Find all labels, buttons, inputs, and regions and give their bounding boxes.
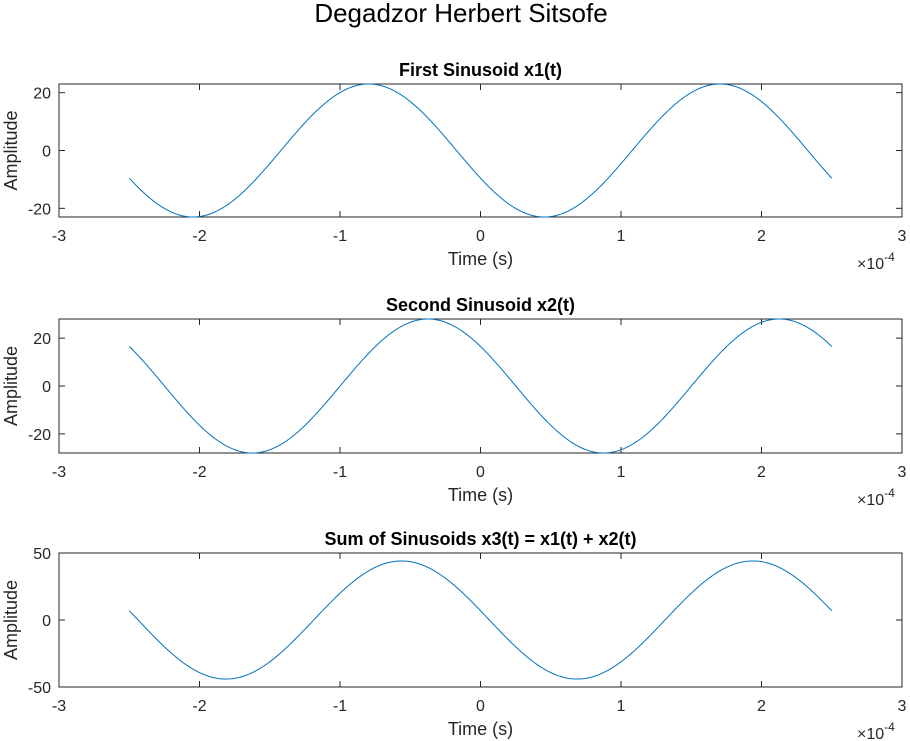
x-tick-label: -1 bbox=[333, 698, 347, 715]
x-exponent-label: ×10-4 bbox=[857, 486, 895, 509]
x-tick-label: -3 bbox=[52, 464, 66, 481]
x-axis-label: Time (s) bbox=[448, 485, 513, 505]
x-tick-label: 2 bbox=[757, 698, 766, 715]
y-tick-label: -20 bbox=[28, 427, 51, 444]
x-tick-label: 3 bbox=[898, 228, 907, 245]
subplot-title: Second Sinusoid x2(t) bbox=[386, 295, 575, 315]
y-tick-label: 20 bbox=[33, 86, 51, 103]
subplot-title: Sum of Sinusoids x3(t) = x1(t) + x2(t) bbox=[324, 529, 636, 549]
x-tick-label: -2 bbox=[192, 228, 206, 245]
subplot-title: First Sinusoid x1(t) bbox=[399, 60, 562, 80]
y-axis-label: Amplitude bbox=[1, 346, 21, 426]
series-line bbox=[128, 83, 833, 218]
y-tick-label: -20 bbox=[28, 201, 51, 218]
y-axis-label: Amplitude bbox=[1, 580, 21, 660]
axes-box bbox=[58, 552, 903, 688]
x-tick-label: -2 bbox=[192, 698, 206, 715]
x-exponent-label: ×10-4 bbox=[857, 720, 895, 741]
y-tick-label: 0 bbox=[42, 613, 51, 630]
x-exponent-label: ×10-4 bbox=[857, 250, 895, 273]
x-tick-label: -3 bbox=[52, 698, 66, 715]
x-exponent-power: -4 bbox=[884, 250, 895, 264]
subplot-1: -3 -2 -1 0 1 2 3 -20 0 20 First Sinusoid x1(t) Time… bbox=[1, 60, 907, 273]
y-tick-label: 50 bbox=[33, 546, 51, 563]
y-tick-label: 20 bbox=[33, 331, 51, 348]
x-tick-label: 0 bbox=[476, 464, 485, 481]
subplot-3: -3 -2 -1 0 1 2 3 -50 0 50 Sum of Sinusoids x3(t) =… bbox=[1, 529, 907, 741]
x-axis-label: Time (s) bbox=[448, 249, 513, 269]
y-axis-label: Amplitude bbox=[1, 110, 21, 190]
y-tick-label: -50 bbox=[28, 680, 51, 697]
y-tick-label: 0 bbox=[42, 144, 51, 161]
x-tick-label: 3 bbox=[898, 698, 907, 715]
x-axis-label: Time (s) bbox=[448, 719, 513, 739]
x-tick-label: 2 bbox=[757, 228, 766, 245]
x-tick-label: 1 bbox=[617, 228, 626, 245]
x-exponent-power: -4 bbox=[884, 486, 895, 500]
figure-suptitle: Degadzor Herbert Sitsofe bbox=[314, 0, 607, 28]
x-tick-label: -2 bbox=[192, 464, 206, 481]
series-line bbox=[128, 560, 833, 680]
axes-box bbox=[58, 318, 903, 454]
x-tick-label: -1 bbox=[333, 228, 347, 245]
x-tick-label: 1 bbox=[617, 698, 626, 715]
x-tick-label: 0 bbox=[476, 228, 485, 245]
x-tick-label: 1 bbox=[617, 464, 626, 481]
y-tick-label: 0 bbox=[42, 379, 51, 396]
x-tick-label: -1 bbox=[333, 464, 347, 481]
x-exponent-power: -4 bbox=[884, 720, 895, 734]
x-tick-label: 0 bbox=[476, 698, 485, 715]
x-exponent-base: ×10 bbox=[857, 492, 884, 509]
axes-box bbox=[58, 83, 903, 218]
x-tick-label: 3 bbox=[898, 464, 907, 481]
series-line bbox=[128, 318, 833, 454]
x-exponent-base: ×10 bbox=[857, 256, 884, 273]
x-tick-label: -3 bbox=[52, 228, 66, 245]
x-exponent-base: ×10 bbox=[857, 726, 884, 741]
x-tick-label: 2 bbox=[757, 464, 766, 481]
subplot-2: -3 -2 -1 0 1 2 3 -20 0 20 Second Sinusoid x2(t) Tim… bbox=[1, 295, 907, 509]
